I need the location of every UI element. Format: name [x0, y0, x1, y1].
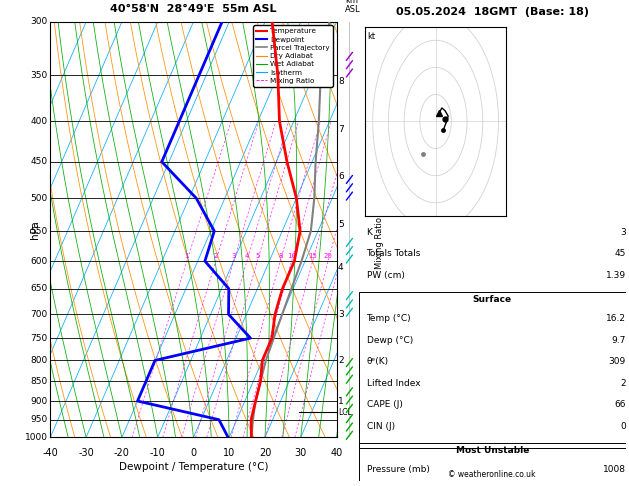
Text: Dewpoint / Temperature (°C): Dewpoint / Temperature (°C) — [119, 462, 268, 472]
Text: 1000: 1000 — [25, 433, 47, 442]
Text: 40: 40 — [330, 448, 343, 458]
Text: 800: 800 — [30, 356, 47, 365]
Text: 2: 2 — [338, 356, 343, 365]
Text: 5: 5 — [255, 253, 260, 259]
Text: CIN (J): CIN (J) — [367, 422, 394, 431]
Text: 8: 8 — [278, 253, 282, 259]
Text: -10: -10 — [150, 448, 165, 458]
Text: 30: 30 — [294, 448, 307, 458]
Text: 4: 4 — [245, 253, 249, 259]
Text: 16.2: 16.2 — [606, 314, 626, 323]
Text: 450: 450 — [30, 157, 47, 166]
Text: 4: 4 — [338, 263, 343, 273]
Text: Totals Totals: Totals Totals — [367, 249, 421, 258]
Text: km
ASL: km ASL — [345, 0, 360, 14]
Text: 15: 15 — [308, 253, 317, 259]
Text: 66: 66 — [615, 400, 626, 409]
Text: 700: 700 — [30, 310, 47, 319]
Text: 300: 300 — [30, 17, 47, 26]
Text: 8: 8 — [338, 77, 343, 87]
Text: 0: 0 — [620, 422, 626, 431]
Text: 5: 5 — [338, 220, 343, 229]
Text: Mixing Ratio (g/kg): Mixing Ratio (g/kg) — [375, 190, 384, 269]
Text: kt: kt — [367, 33, 376, 41]
Text: Pressure (mb): Pressure (mb) — [367, 465, 430, 474]
Text: Surface: Surface — [472, 295, 512, 304]
Text: Dewp (°C): Dewp (°C) — [367, 335, 413, 345]
Text: 10: 10 — [287, 253, 296, 259]
Legend: Temperature, Dewpoint, Parcel Trajectory, Dry Adiabat, Wet Adiabat, Isotherm, Mi: Temperature, Dewpoint, Parcel Trajectory… — [253, 25, 333, 87]
Text: Lifted Index: Lifted Index — [367, 379, 420, 388]
Text: 1008: 1008 — [603, 465, 626, 474]
Text: 2: 2 — [620, 379, 626, 388]
Text: 20: 20 — [324, 253, 333, 259]
Text: θᵉ(K): θᵉ(K) — [367, 357, 389, 366]
Text: 550: 550 — [30, 226, 47, 236]
Text: 05.05.2024  18GMT  (Base: 18): 05.05.2024 18GMT (Base: 18) — [396, 7, 589, 17]
Text: 309: 309 — [609, 357, 626, 366]
Text: 3: 3 — [231, 253, 236, 259]
Text: 900: 900 — [30, 397, 47, 405]
Text: 20: 20 — [259, 448, 271, 458]
Text: LCL: LCL — [338, 408, 352, 417]
Text: 3: 3 — [338, 310, 343, 319]
Text: hPa: hPa — [30, 220, 40, 239]
Text: 40°58'N  28°49'E  55m ASL: 40°58'N 28°49'E 55m ASL — [110, 3, 277, 14]
Text: 3: 3 — [620, 227, 626, 237]
Text: PW (cm): PW (cm) — [367, 271, 404, 280]
Text: 1.39: 1.39 — [606, 271, 626, 280]
Text: Temp (°C): Temp (°C) — [367, 314, 411, 323]
Text: 7: 7 — [338, 125, 343, 134]
Text: 400: 400 — [30, 117, 47, 126]
Text: 850: 850 — [30, 377, 47, 386]
Text: © weatheronline.co.uk: © weatheronline.co.uk — [448, 469, 536, 479]
Text: -40: -40 — [42, 448, 58, 458]
Text: 0: 0 — [191, 448, 196, 458]
Text: CAPE (J): CAPE (J) — [367, 400, 403, 409]
Text: 600: 600 — [30, 257, 47, 265]
Text: 9.7: 9.7 — [611, 335, 626, 345]
Text: 950: 950 — [30, 415, 47, 424]
Text: -30: -30 — [78, 448, 94, 458]
Text: 500: 500 — [30, 194, 47, 203]
Text: 2: 2 — [214, 253, 218, 259]
Text: K: K — [367, 227, 372, 237]
Text: 650: 650 — [30, 284, 47, 293]
Text: -20: -20 — [114, 448, 130, 458]
Text: 1: 1 — [338, 397, 343, 405]
Text: 350: 350 — [30, 70, 47, 80]
Text: 750: 750 — [30, 333, 47, 343]
Text: 45: 45 — [615, 249, 626, 258]
Text: 1: 1 — [184, 253, 189, 259]
Text: Most Unstable: Most Unstable — [455, 446, 529, 455]
Text: 10: 10 — [223, 448, 235, 458]
Text: 6: 6 — [338, 173, 343, 181]
